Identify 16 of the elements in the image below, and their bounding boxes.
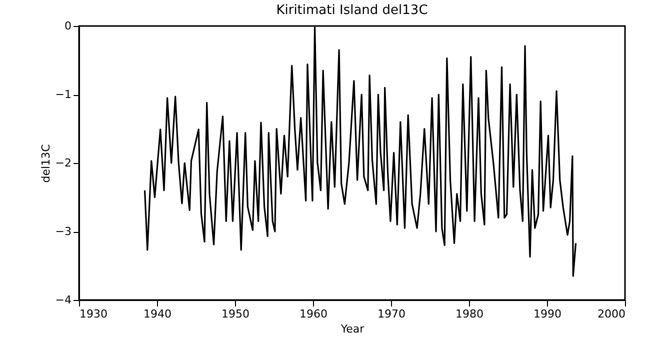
x-axis-title: Year <box>340 322 365 336</box>
x-tick-label: 1930 <box>80 308 108 320</box>
x-tick-label: 2000 <box>598 308 626 320</box>
y-tick-label: −2 <box>55 156 72 170</box>
y-tick-label: −4 <box>55 294 72 306</box>
x-tick-label: 1960 <box>300 308 328 320</box>
x-tick-label: 1980 <box>456 308 484 320</box>
x-tick-label: 1940 <box>144 308 172 320</box>
x-tick-label: 1970 <box>378 308 406 320</box>
y-tick-label: −3 <box>55 225 72 238</box>
y-tick-label: 0 <box>64 20 72 32</box>
x-tick-label: 1990 <box>534 308 562 320</box>
x-tick-label: 1950 <box>222 308 250 320</box>
chart-title: Kiritimati Island del13C <box>276 3 428 18</box>
y-axis-title: del13C <box>39 144 52 183</box>
y-tick-label: −1 <box>55 88 72 101</box>
